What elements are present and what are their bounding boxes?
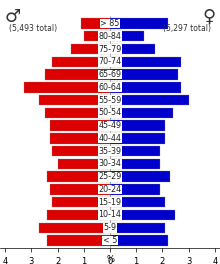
Bar <box>24 82 110 93</box>
Bar <box>47 210 110 220</box>
Bar <box>52 146 110 156</box>
Bar <box>110 82 181 93</box>
Text: (5,493 total): (5,493 total) <box>9 24 57 33</box>
Text: 20-24: 20-24 <box>98 185 122 194</box>
Text: ♀: ♀ <box>202 8 216 26</box>
Text: 80-84: 80-84 <box>99 32 121 41</box>
Bar <box>110 159 160 169</box>
Text: 60-64: 60-64 <box>99 83 121 92</box>
Bar <box>110 31 144 41</box>
Bar <box>50 133 110 144</box>
Bar <box>110 120 165 131</box>
Bar <box>110 18 168 29</box>
Bar <box>110 184 160 195</box>
Text: %: % <box>106 255 114 264</box>
Text: 30-34: 30-34 <box>99 159 121 168</box>
Bar <box>110 133 165 144</box>
Bar <box>110 44 154 54</box>
Bar <box>47 235 110 246</box>
Bar <box>110 146 160 156</box>
Text: 5-9: 5-9 <box>103 223 117 232</box>
Bar <box>81 18 110 29</box>
Bar <box>110 223 165 233</box>
Text: (5,297 total): (5,297 total) <box>163 24 211 33</box>
Bar <box>110 197 165 208</box>
Text: ♂: ♂ <box>4 8 20 26</box>
Bar <box>110 69 178 80</box>
Text: 10-14: 10-14 <box>99 210 121 219</box>
Bar <box>52 197 110 208</box>
Bar <box>110 171 170 182</box>
Bar <box>44 69 110 80</box>
Text: 35-39: 35-39 <box>98 147 122 156</box>
Bar <box>44 108 110 118</box>
Text: 45-49: 45-49 <box>98 121 122 130</box>
Bar <box>39 223 110 233</box>
Text: 70-74: 70-74 <box>98 57 122 66</box>
Text: 55-59: 55-59 <box>98 96 122 105</box>
Bar <box>52 56 110 67</box>
Bar <box>50 120 110 131</box>
Bar <box>84 31 110 41</box>
Text: 25-29: 25-29 <box>98 172 122 181</box>
Bar <box>110 235 168 246</box>
Bar <box>110 95 189 105</box>
Text: < 5: < 5 <box>103 236 117 245</box>
Text: 15-19: 15-19 <box>98 198 122 207</box>
Bar <box>47 171 110 182</box>
Bar <box>58 159 110 169</box>
Text: > 85: > 85 <box>100 19 120 28</box>
Bar <box>110 210 176 220</box>
Text: 50-54: 50-54 <box>98 108 122 117</box>
Bar <box>71 44 110 54</box>
Text: 65-69: 65-69 <box>98 70 122 79</box>
Bar <box>50 184 110 195</box>
Bar <box>110 108 173 118</box>
Bar <box>110 56 181 67</box>
Bar <box>39 95 110 105</box>
Text: 40-44: 40-44 <box>99 134 121 143</box>
Text: 75-79: 75-79 <box>98 45 122 54</box>
